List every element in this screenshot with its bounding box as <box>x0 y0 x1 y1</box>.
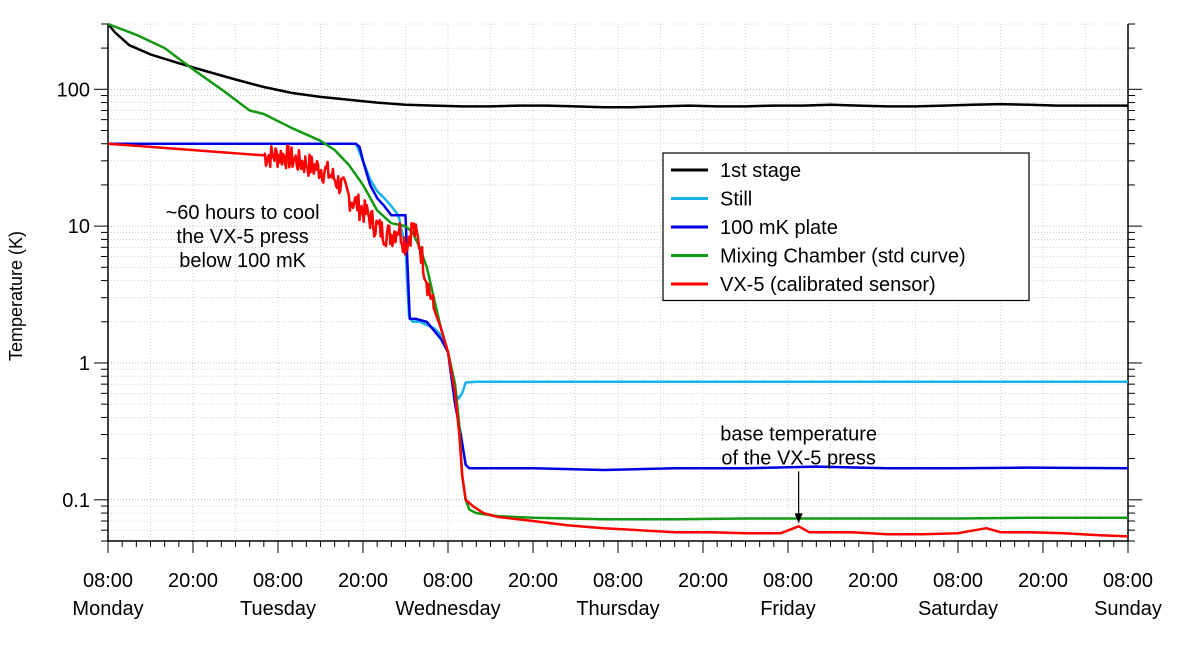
y-tick-label: 10 <box>68 216 90 238</box>
series-line-vx-5-calibrated-sensor <box>107 142 1129 538</box>
y-tick-label: 0.1 <box>62 490 90 512</box>
cooldown-note-line: below 100 mK <box>179 250 306 272</box>
x-tick-label: 08:00 <box>933 570 983 592</box>
x-tick-label: 20:00 <box>678 570 728 592</box>
x-tick-label: 08:00 <box>593 570 643 592</box>
series-line-still <box>108 142 1128 400</box>
y-tick-label: 100 <box>57 79 90 101</box>
x-tick-day-label: Thursday <box>576 598 659 620</box>
legend-box <box>662 152 1030 302</box>
y-axis-label: Temperature (K) <box>6 231 26 361</box>
x-tick-day-label: Friday <box>760 598 816 620</box>
x-tick-label: 20:00 <box>168 570 218 592</box>
x-tick-label: 20:00 <box>848 570 898 592</box>
base-temp-note-arrow-head <box>794 513 803 524</box>
x-tick-label: 08:00 <box>83 570 133 592</box>
base-temp-note-line: base temperature <box>720 423 877 445</box>
series-lines <box>107 22 1129 538</box>
legend-label: Still <box>720 189 752 211</box>
x-tick-label: 08:00 <box>1103 570 1153 592</box>
legend-label: 100 mK plate <box>720 217 838 239</box>
legend-label: VX-5 (calibrated sensor) <box>720 274 936 296</box>
legend: 1st stage Still 100 mK plate Mixing Chamber… <box>662 152 1030 302</box>
x-tick-day-label: Saturday <box>918 598 998 620</box>
x-tick-day-label: Wednesday <box>395 598 500 620</box>
x-tick-label: 08:00 <box>423 570 473 592</box>
base-temp-note-line: of the VX-5 press <box>721 447 876 469</box>
x-tick-label: 20:00 <box>338 570 388 592</box>
legend-label: 1st stage <box>720 160 801 182</box>
x-tick-label: 20:00 <box>508 570 558 592</box>
legend-label: Mixing Chamber (std curve) <box>720 246 966 268</box>
series-line-1st-stage <box>107 23 1128 109</box>
x-tick-label: 20:00 <box>1018 570 1068 592</box>
x-tick-label: 08:00 <box>763 570 813 592</box>
cooldown-note-line: the VX-5 press <box>176 226 308 248</box>
series-line-100-mk-plate <box>108 142 1129 472</box>
y-axis: 100 10 1 0.1 <box>57 23 1142 542</box>
y-tick-label: 1 <box>79 353 90 375</box>
x-tick-day-label: Sunday <box>1094 598 1162 620</box>
cooldown-note-line: ~60 hours to cool <box>166 202 320 224</box>
x-tick-day-label: Monday <box>72 598 143 620</box>
x-tick-day-label: Tuesday <box>240 598 316 620</box>
x-axis: 08:00 Monday 20:00 08:00 Tuesday 20:00 08:00 We… <box>72 541 1162 620</box>
x-tick-label: 08:00 <box>253 570 303 592</box>
